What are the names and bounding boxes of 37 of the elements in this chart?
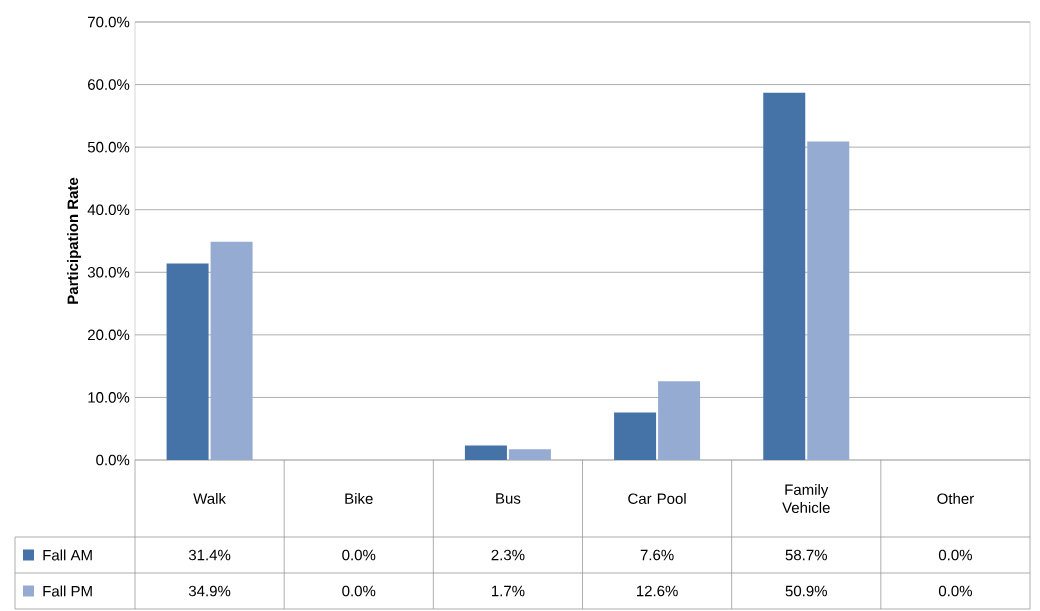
bar [508,449,551,460]
y-tick-label: 40.0% [87,204,130,216]
bar [658,381,701,460]
y-tick-label: 0.0% [96,454,130,466]
data-label: 12.6% [636,585,678,597]
legend-label: Fall AM [43,549,92,561]
data-label: 0.0% [342,549,376,561]
y-tick-label: 60.0% [88,79,130,90]
bar [807,141,850,460]
x-tick-label: Walk [193,492,226,504]
data-label: 1.7% [491,585,525,597]
data-label: 31.4% [188,549,231,561]
data-label: 0.0% [342,585,376,597]
y-tick-label: 10.0% [88,392,130,403]
y-tick-label: 70.0% [88,16,130,28]
y-tick-label: 20.0% [88,329,130,341]
x-tick-label: Bike [345,492,373,504]
bar [464,445,507,460]
x-tick-label: Family Vehicle [782,483,830,513]
x-tick-label: Other [937,492,974,504]
data-label: 0.0% [938,549,972,561]
y-tick-label: 50.0% [87,141,130,153]
legend-label: Fall PM [43,585,92,597]
data-label: 50.9% [785,585,827,597]
bar [763,92,806,460]
bar [614,412,657,460]
data-label: 58.7% [785,549,827,561]
data-label: 0.0% [938,585,972,597]
data-label: 34.9% [188,585,231,597]
data-label: 2.3% [491,549,525,561]
y-tick-label: 30.0% [87,266,130,278]
x-tick-label: Car Pool [628,492,686,504]
x-tick-label: Bus [496,493,521,504]
data-label: 7.6% [640,549,674,561]
bar [210,241,253,460]
bar [166,263,209,460]
y-axis-title: Participation Rate [67,177,82,304]
